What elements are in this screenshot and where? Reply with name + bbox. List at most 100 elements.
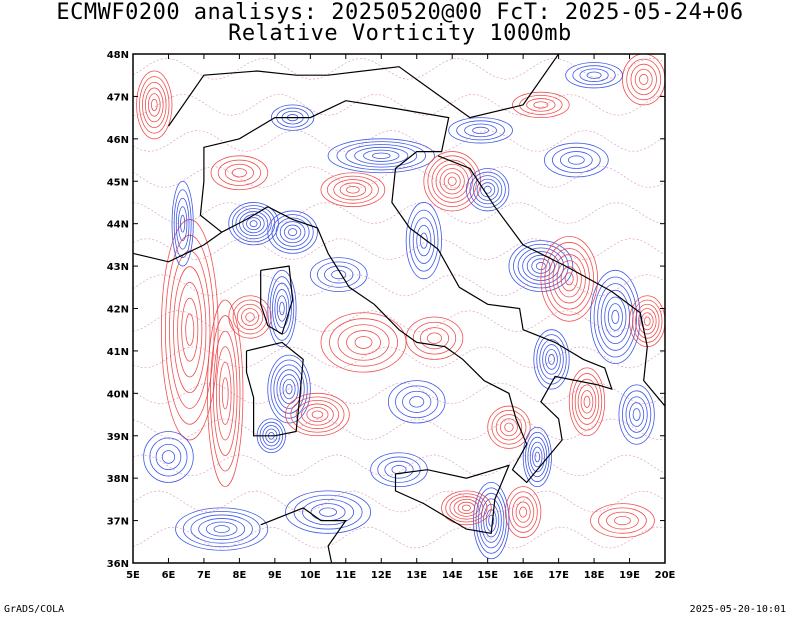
- positive-vorticity-contour: [540, 235, 599, 322]
- negative-vorticity-contour: [456, 120, 505, 141]
- positive-vorticity-contour: [165, 234, 215, 425]
- negative-vorticity-contour: [309, 257, 368, 292]
- zero-vorticity-contour: [133, 130, 665, 152]
- positive-vorticity-contour: [560, 266, 578, 292]
- positive-vorticity-contour: [640, 312, 654, 331]
- positive-vorticity-contour: [150, 98, 158, 111]
- positive-vorticity-contour: [333, 179, 373, 201]
- positive-vorticity-contour: [320, 172, 386, 208]
- negative-vorticity-contour: [473, 175, 503, 205]
- negative-vorticity-contour: [476, 178, 499, 201]
- lon-tick-label: 7E: [197, 570, 211, 581]
- negative-vorticity-contour: [618, 384, 655, 445]
- positive-vorticity-contour: [643, 316, 651, 326]
- negative-vorticity-contour: [551, 146, 601, 174]
- negative-vorticity-contour: [302, 498, 355, 526]
- negative-vorticity-contour: [190, 514, 253, 544]
- map-title: ECMWF0200 analisys: 20250520@00 FcT: 202…: [56, 0, 744, 25]
- lon-tick-label: 14E: [442, 570, 463, 581]
- negative-vorticity-contour: [276, 369, 302, 409]
- lon-tick-label: 15E: [477, 570, 498, 581]
- negative-vorticity-contour: [632, 408, 641, 421]
- lat-tick-label: 48N: [107, 50, 129, 61]
- negative-vorticity-contour: [409, 396, 425, 408]
- positive-vorticity-contour: [210, 315, 241, 472]
- negative-vorticity-contour: [622, 390, 652, 439]
- negative-vorticity-contour: [387, 380, 446, 424]
- positive-vorticity-contour: [290, 396, 345, 433]
- negative-vorticity-contour: [285, 383, 293, 395]
- positive-vorticity-contour: [556, 260, 582, 298]
- positive-vorticity-contour: [577, 384, 597, 420]
- negative-vorticity-contour: [545, 349, 558, 370]
- negative-vorticity-contour: [625, 396, 648, 433]
- positive-vorticity-contour: [241, 308, 259, 326]
- positive-vorticity-contour: [346, 330, 381, 355]
- negative-vorticity-contour: [412, 217, 435, 264]
- positive-vorticity-contour: [185, 313, 195, 346]
- lat-tick-label: 36N: [107, 559, 129, 570]
- lon-tick-label: 10E: [300, 570, 321, 581]
- negative-vorticity-contour: [593, 276, 638, 358]
- zero-vorticity-contour: [133, 274, 665, 297]
- lat-tick-label: 44N: [107, 220, 129, 231]
- lat-tick-label: 38N: [107, 474, 129, 485]
- negative-vorticity-contour: [345, 144, 418, 168]
- zero-vorticity-contour: [133, 382, 665, 405]
- positive-vorticity-contour: [181, 297, 199, 362]
- vorticity-contours: [133, 54, 665, 560]
- negative-vorticity-contour: [611, 309, 620, 325]
- negative-vorticity-contour: [317, 261, 361, 288]
- lat-tick-label: 37N: [107, 517, 129, 528]
- lat-tick-label: 45N: [107, 177, 129, 188]
- lon-tick-label: 18E: [584, 570, 605, 581]
- negative-vorticity-contour: [544, 142, 609, 178]
- positive-vorticity-contour: [439, 168, 465, 195]
- footer-credit: GrADS/COLA: [4, 604, 65, 615]
- lon-tick-label: 9E: [268, 570, 282, 581]
- positive-vorticity-contour: [423, 151, 481, 212]
- lon-tick-label: 6E: [162, 570, 176, 581]
- lon-tick-label: 5E: [126, 570, 140, 581]
- positive-vorticity-contour: [169, 250, 211, 409]
- positive-vorticity-contour: [443, 172, 461, 191]
- negative-vorticity-contour: [629, 402, 645, 427]
- negative-vorticity-contour: [533, 329, 570, 390]
- negative-vorticity-contour: [271, 214, 314, 251]
- coastline: [199, 100, 613, 484]
- positive-vorticity-contour: [447, 176, 457, 186]
- negative-vorticity-contour: [473, 482, 510, 560]
- positive-vorticity-contour: [526, 98, 556, 112]
- negative-vorticity-contour: [155, 443, 182, 471]
- negative-vorticity-contour: [354, 146, 409, 165]
- positive-vorticity-contour: [445, 493, 488, 523]
- negative-vorticity-contour: [177, 206, 188, 242]
- negative-vorticity-contour: [213, 525, 230, 534]
- negative-vorticity-contour: [173, 189, 192, 259]
- negative-vorticity-contour: [542, 344, 561, 375]
- zero-vorticity-contour: [133, 202, 665, 225]
- positive-vorticity-contour: [405, 316, 464, 360]
- negative-vorticity-contour: [532, 446, 543, 468]
- positive-vorticity-contour: [354, 336, 373, 349]
- positive-vorticity-contour: [504, 422, 514, 432]
- negative-vorticity-contour: [416, 224, 432, 257]
- lat-tick-label: 47N: [107, 92, 129, 103]
- negative-vorticity-contour: [282, 378, 296, 400]
- negative-vorticity-contour: [205, 521, 238, 537]
- positive-vorticity-contour: [552, 254, 586, 304]
- positive-vorticity-contour: [215, 346, 235, 441]
- positive-vorticity-contour: [453, 498, 480, 517]
- positive-vorticity-contour: [212, 330, 238, 456]
- zero-vorticity-contour: [133, 57, 665, 80]
- lon-tick-label: 8E: [233, 570, 247, 581]
- positive-vorticity-contour: [139, 76, 170, 134]
- lat-tick-label: 41N: [107, 347, 129, 358]
- positive-vorticity-contour: [590, 503, 655, 538]
- positive-vorticity-contour: [515, 501, 531, 523]
- lat-tick-label: 46N: [107, 135, 129, 146]
- negative-vorticity-contour: [525, 431, 550, 483]
- positive-vorticity-contour: [236, 303, 264, 331]
- negative-vorticity-contour: [149, 437, 188, 477]
- positive-vorticity-contour: [147, 93, 161, 117]
